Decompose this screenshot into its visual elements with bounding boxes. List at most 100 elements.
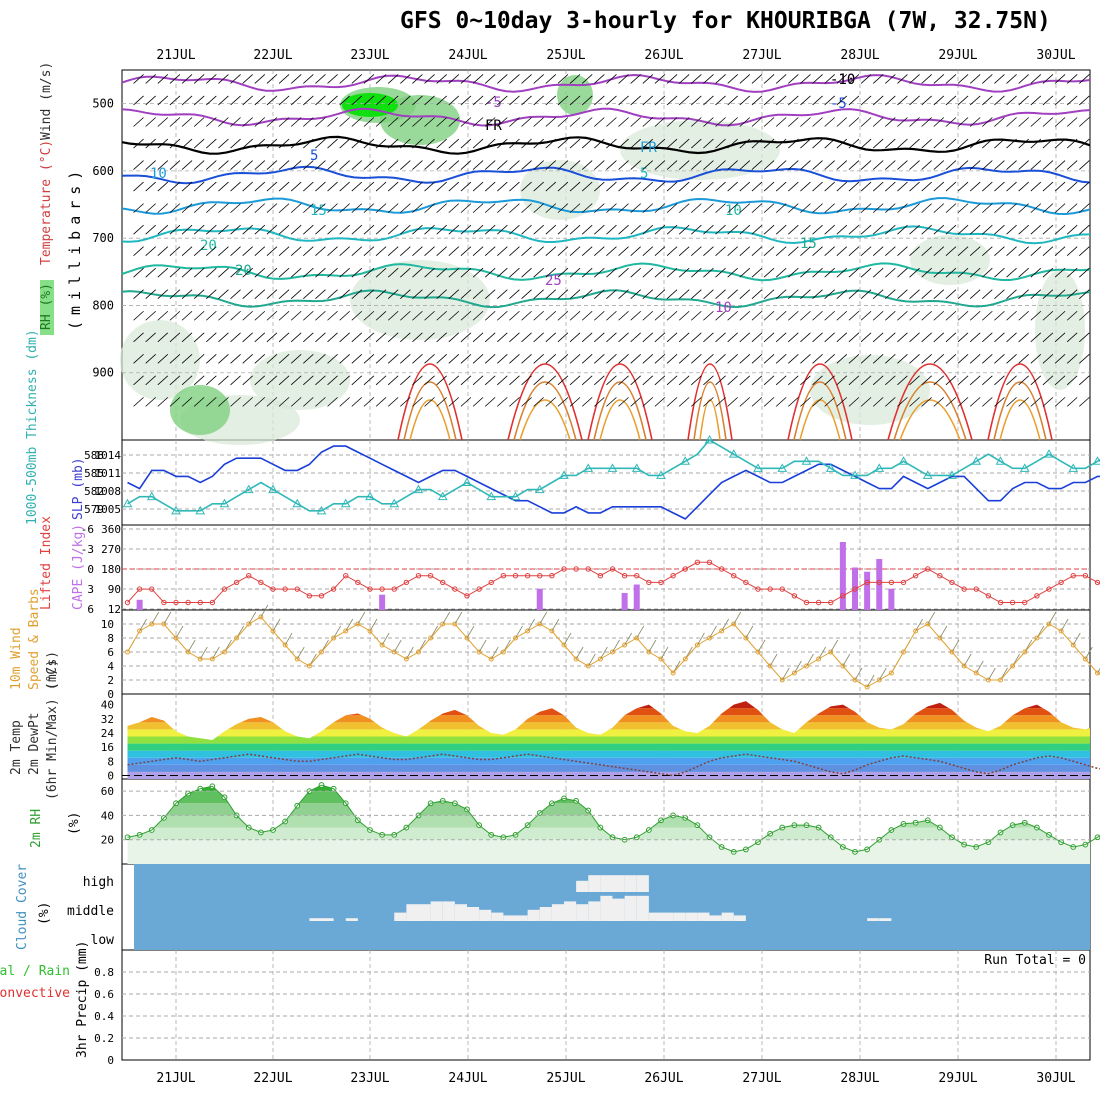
wind-barb bbox=[678, 397, 690, 407]
wind-barb bbox=[436, 117, 447, 127]
wind-marker bbox=[525, 628, 531, 634]
wind-barb bbox=[387, 117, 399, 127]
wind-barb bbox=[400, 203, 411, 213]
wind-barb bbox=[181, 375, 193, 386]
wind-barb bbox=[836, 95, 848, 106]
wind-barb bbox=[860, 267, 872, 278]
wind-barb bbox=[218, 181, 229, 192]
wind-barb bbox=[278, 310, 290, 321]
wind-barb bbox=[691, 354, 702, 364]
wind-barb bbox=[218, 203, 229, 213]
wind-barb bbox=[387, 375, 399, 386]
wind-barb bbox=[266, 332, 278, 343]
wind-barb bbox=[533, 246, 544, 256]
wind-barb bbox=[193, 203, 205, 213]
wind-barb bbox=[715, 203, 726, 213]
wind-barb bbox=[1066, 332, 1078, 343]
wind-barb bbox=[533, 289, 544, 300]
wind-barb bbox=[242, 332, 253, 343]
wind-barb bbox=[193, 267, 205, 278]
wind-marker bbox=[1022, 649, 1028, 655]
wind-barb bbox=[775, 332, 787, 343]
wind-barb bbox=[812, 74, 823, 84]
wind-barb bbox=[569, 138, 581, 149]
wind-barb bbox=[691, 332, 702, 343]
wind-barb bbox=[727, 203, 738, 213]
wind-barb bbox=[533, 375, 544, 386]
thickness-marker bbox=[777, 463, 788, 472]
wind-barb bbox=[982, 203, 993, 213]
wind-barb bbox=[521, 117, 532, 127]
thickness-tick: 582 bbox=[84, 485, 104, 498]
cape-tick: 12 bbox=[108, 603, 121, 616]
wind-barb-10m bbox=[915, 618, 923, 632]
wind-tick: 4 bbox=[107, 660, 114, 673]
dewpoint-line bbox=[127, 753, 1100, 777]
rh-blob bbox=[910, 235, 990, 285]
wind-barb bbox=[557, 354, 569, 364]
wind-barb bbox=[618, 138, 629, 149]
wind-barb bbox=[1066, 74, 1078, 84]
wind-barb bbox=[933, 289, 945, 300]
wind-barb bbox=[654, 95, 666, 106]
wind-barb bbox=[763, 267, 775, 278]
wind-barb bbox=[254, 95, 266, 106]
wind-tick: 8 bbox=[107, 632, 114, 645]
wind-barb bbox=[618, 95, 629, 106]
wind-barb bbox=[303, 224, 314, 235]
rh-blob-high bbox=[170, 385, 230, 435]
wind-barb bbox=[400, 267, 411, 278]
wind-barb bbox=[206, 181, 217, 192]
wind-barb bbox=[557, 181, 569, 192]
wind-barb bbox=[327, 310, 338, 321]
wind-barb bbox=[581, 138, 593, 149]
wind-barb bbox=[824, 246, 835, 256]
wind-barb bbox=[472, 354, 484, 364]
cloud-middle-bar bbox=[879, 918, 892, 921]
wind-barb bbox=[678, 310, 690, 321]
wind-barb bbox=[848, 289, 860, 300]
wind-barb bbox=[678, 332, 690, 343]
wind-barb-10m bbox=[199, 646, 208, 660]
wind-barb bbox=[666, 203, 678, 213]
wind-barb bbox=[145, 224, 156, 235]
wind-barb bbox=[460, 397, 472, 407]
wind-barb bbox=[327, 332, 338, 343]
wind-marker bbox=[852, 677, 858, 683]
wind-barb bbox=[145, 160, 156, 170]
wind-barb bbox=[630, 246, 641, 256]
thickness-marker bbox=[947, 470, 957, 479]
wind-barb bbox=[545, 289, 557, 300]
contour-label: -5 bbox=[485, 95, 502, 111]
wind-barb bbox=[363, 74, 375, 84]
wind-barb bbox=[885, 332, 896, 343]
temp-tick: 24 bbox=[101, 727, 115, 740]
wind-barb bbox=[800, 95, 811, 106]
li-marker bbox=[743, 579, 749, 586]
wind-barb bbox=[533, 397, 544, 407]
wind-barb bbox=[897, 310, 908, 321]
wind-barb bbox=[885, 95, 896, 106]
wind-barb bbox=[715, 95, 726, 106]
wind-barb bbox=[533, 160, 544, 170]
wind-barb bbox=[569, 310, 581, 321]
wind-barb-10m bbox=[975, 660, 984, 674]
wind-barb bbox=[509, 397, 520, 407]
panel-frame-thick bbox=[121, 439, 1091, 526]
wind-barb bbox=[254, 332, 266, 343]
wind-barb bbox=[957, 267, 969, 278]
rh-line bbox=[127, 784, 1100, 853]
wind-barb bbox=[921, 181, 932, 192]
wind-barb bbox=[933, 74, 945, 84]
wind-marker bbox=[428, 635, 434, 641]
cloud-middle-bar bbox=[539, 907, 552, 921]
wind-barb bbox=[994, 289, 1005, 300]
wind-barb bbox=[569, 289, 581, 300]
wind-barb bbox=[1006, 332, 1017, 343]
li-marker bbox=[452, 586, 458, 592]
wind-barb bbox=[327, 181, 338, 192]
wind-barb bbox=[654, 246, 666, 256]
contour-label: FR bbox=[640, 140, 657, 156]
wind-barb bbox=[1054, 95, 1066, 106]
thickness-marker bbox=[1019, 463, 1030, 472]
